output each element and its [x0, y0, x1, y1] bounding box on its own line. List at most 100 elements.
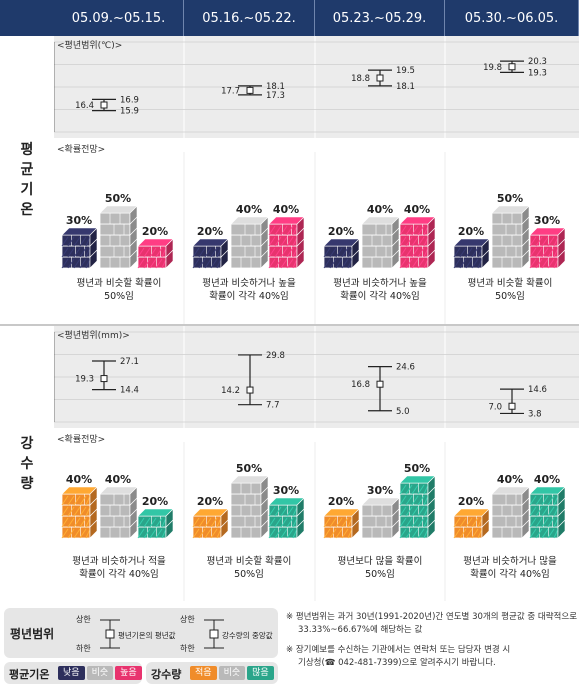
rain-description-line: 50%임 [234, 569, 264, 580]
temp-chip-low: 낮음 [58, 666, 85, 680]
temp-description-line: 평년과 비슷하거나 높을 [202, 278, 296, 289]
legend-range-symbol [100, 619, 224, 649]
rain-prob-low-label: 20% [197, 495, 223, 508]
rain-stack-high [137, 508, 174, 539]
temp-label-char-2: 기 [20, 182, 34, 198]
temp-prob-chart: 30% 50% 20% 20% 40% 40% 20% 40% 40% 20% 50% 30% [61, 152, 566, 324]
legend-rain-title: 강수량 [151, 668, 182, 681]
section-divider [0, 324, 579, 326]
temp-prob-group-3 [323, 216, 436, 269]
rain-stack-normal [230, 475, 269, 539]
note-1b: 33.33%~66.67%에 해당하는 값 [298, 625, 423, 635]
note-1: ※ 평년범위는 과거 30년(1991-2020년)간 연도별 30개의 평균값… [286, 612, 578, 622]
temp-stack-low [61, 227, 98, 269]
temp-stack-low [323, 238, 360, 269]
rain-range-3 [368, 366, 392, 412]
rain-range-section: 40302010027.114.419.329.87.714.224.65.01… [54, 326, 579, 428]
rain-prob-section: <확률전망> 40% 40% 20% 20% 50% 30% 20% 30% 50% 20% 40%… [54, 430, 579, 601]
rain-description-line: 평년보다 많을 확률이 [337, 556, 423, 567]
temp-prob-low-label: 20% [197, 225, 223, 238]
temp-description-line: 50%임 [495, 291, 525, 302]
rain-stack-high [399, 475, 436, 539]
rain-range-2 [238, 354, 262, 406]
period-header-1: 05.09.~05.15. [54, 0, 184, 36]
temp-stack-low [453, 238, 490, 269]
legend-temp-box: 평균기온 낮음 비슷 높음 [4, 662, 142, 684]
rain-prob-normal-label: 50% [236, 462, 262, 475]
rain-prob-group-4 [453, 486, 566, 539]
rain-prob-group-1 [61, 486, 174, 539]
temp-stack-normal [99, 205, 138, 269]
temp-prob-high-label: 40% [404, 203, 430, 216]
temp-mean-label: 19.8 [483, 63, 502, 73]
temp-range-label: <평년범위(℃)> [57, 41, 123, 51]
rain-description-line: 평년과 비슷하거나 많을 [463, 556, 557, 567]
temp-description-line: 평년과 비슷할 확률이 [467, 278, 553, 289]
rain-stack-high [529, 486, 566, 539]
rain-upper-label: 29.8 [266, 351, 285, 361]
temp-label-char-1: 균 [20, 162, 34, 178]
rain-chip-low: 적음 [190, 666, 217, 680]
temp-description-4: 평년과 비슷할 확률이 50%임 [445, 277, 575, 303]
rain-range-1 [92, 360, 116, 391]
legend-upper-2: 상한 [180, 615, 195, 624]
temp-prob-low-label: 30% [66, 214, 92, 227]
temp-lower-label: 17.3 [266, 91, 285, 101]
rain-stack-normal [361, 497, 400, 539]
temp-prob-high-label: 40% [273, 203, 299, 216]
temp-prob-group-4 [453, 205, 566, 269]
temp-prob-normal-label: 40% [236, 203, 262, 216]
rain-description-2: 평년과 비슷할 확률이 50%임 [184, 555, 314, 581]
temp-stack-normal [230, 216, 269, 269]
temp-prob-section: <확률전망> 30% 50% 20% 20% 40% 40% 20% 40% 40% 20% 50%… [54, 140, 579, 324]
rain-prob-chart: 40% 40% 20% 20% 50% 30% 20% 30% 50% 20% 40% 40% [61, 442, 566, 601]
temp-prob-normal-label: 50% [105, 192, 131, 205]
legend-range-box: 평년범위 상한 하한 평년기온의 평년값 상한 하한 강수량의 중앙값 [4, 608, 278, 658]
rain-prob-label: <확률전망> [57, 435, 106, 445]
temp-prob-label: <확률전망> [57, 145, 106, 155]
temp-chip-normal: 비슷 [86, 666, 114, 680]
rain-prob-high-label: 30% [273, 484, 299, 497]
rain-mean-label: 16.8 [351, 380, 370, 390]
temp-range-2 [238, 85, 262, 96]
temp-stack-high [268, 216, 305, 269]
rain-description-3: 평년보다 많을 확률이 50%임 [315, 555, 445, 581]
rain-lower-label: 14.4 [120, 386, 139, 396]
rain-stack-high [268, 497, 305, 539]
temp-range-chart: 222018161416.915.916.418.117.317.719.518… [54, 36, 579, 138]
rain-prob-low-label: 20% [458, 495, 484, 508]
temp-stack-high [137, 238, 174, 269]
temp-mean-label: 17.7 [221, 86, 240, 96]
rain-description-line: 50%임 [365, 569, 395, 580]
temp-range-1 [92, 98, 116, 112]
rain-description-1: 평년과 비슷하거나 적을 확률이 각각 40%임 [54, 555, 184, 581]
rain-upper-label: 24.6 [396, 363, 415, 373]
temp-lower-label: 15.9 [120, 107, 139, 117]
temp-prob-low-label: 20% [328, 225, 354, 238]
rain-prob-high-label: 40% [534, 473, 560, 486]
rain-mean-label: 7.0 [488, 402, 502, 412]
rain-prob-normal-label: 30% [367, 484, 393, 497]
legend-rain-box: 강수량 적음 비슷 많음 [146, 662, 278, 684]
rain-upper-label: 14.6 [528, 385, 547, 395]
temp-prob-low-label: 20% [458, 225, 484, 238]
rain-label-char-1: 수 [20, 455, 34, 472]
rain-mean-label: 14.2 [221, 386, 240, 396]
rain-lower-label: 7.7 [266, 401, 280, 411]
rain-prob-normal-label: 40% [105, 473, 131, 486]
note-2: ※ 장기예보를 수신하는 기관에서는 연락처 또는 담당자 변경 시 [286, 645, 511, 655]
temp-stack-high [399, 216, 436, 269]
legend-range-title: 평년범위 [10, 627, 55, 641]
rain-stack-low [192, 508, 229, 539]
rain-stack-normal [99, 486, 138, 539]
rain-description-line: 확률이 각각 40%임 [470, 569, 550, 580]
rain-stack-low [61, 486, 98, 539]
rain-label-char-2: 량 [20, 475, 34, 492]
rain-prob-high-label: 50% [404, 462, 430, 475]
temp-description-line: 확률이 각각 40%임 [209, 291, 289, 302]
temp-range-4 [500, 60, 524, 73]
legend-temp-title: 평균기온 [9, 668, 50, 681]
rain-mean-label: 19.3 [75, 375, 94, 385]
legend-lower-1: 하한 [76, 644, 91, 653]
